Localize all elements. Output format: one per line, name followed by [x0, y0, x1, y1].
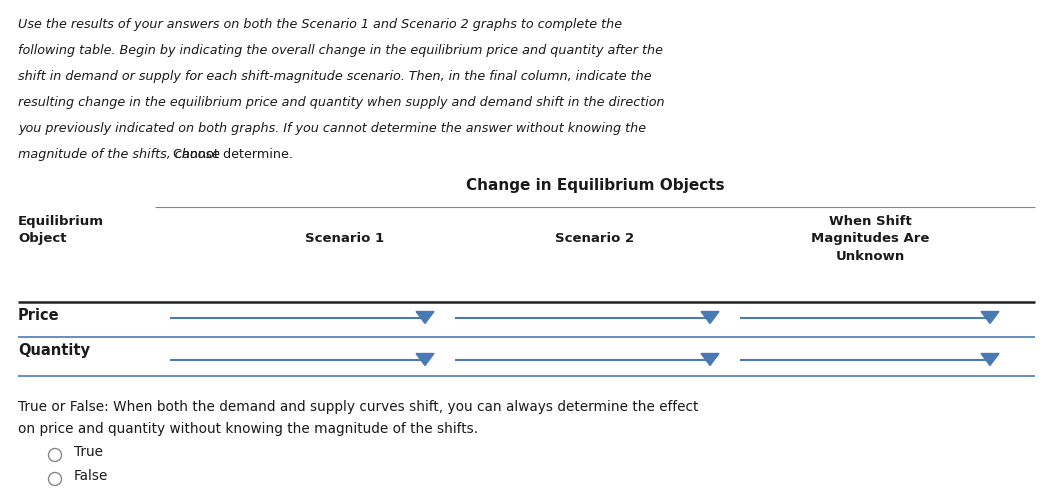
Text: Use the results of your answers on both the Scenario 1 and Scenario 2 graphs to : Use the results of your answers on both … — [18, 18, 622, 31]
Text: Quantity: Quantity — [18, 343, 90, 358]
Text: When Shift: When Shift — [828, 215, 911, 228]
Text: Price: Price — [18, 308, 60, 323]
Text: Scenario 2: Scenario 2 — [555, 233, 634, 246]
Text: on price and quantity without knowing the magnitude of the shifts.: on price and quantity without knowing th… — [18, 422, 478, 436]
Polygon shape — [981, 354, 999, 366]
Text: you previously indicated on both graphs. If you cannot determine the answer with: you previously indicated on both graphs.… — [18, 122, 646, 135]
Text: Object: Object — [18, 233, 66, 246]
Text: Unknown: Unknown — [836, 250, 905, 263]
Text: resulting change in the equilibrium price and quantity when supply and demand sh: resulting change in the equilibrium pric… — [18, 96, 665, 109]
Text: Magnitudes Are: Magnitudes Are — [811, 233, 929, 246]
Text: Cannot determine.: Cannot determine. — [173, 148, 293, 161]
Text: True: True — [74, 445, 103, 459]
Text: Equilibrium: Equilibrium — [18, 215, 104, 228]
Text: Change in Equilibrium Objects: Change in Equilibrium Objects — [466, 178, 724, 193]
Text: shift in demand or supply for each shift-magnitude scenario. Then, in the final : shift in demand or supply for each shift… — [18, 70, 652, 83]
Text: True or False: When both the demand and supply curves shift, you can always dete: True or False: When both the demand and … — [18, 400, 698, 414]
Polygon shape — [416, 354, 434, 366]
Polygon shape — [981, 312, 999, 324]
Text: magnitude of the shifts, choose: magnitude of the shifts, choose — [18, 148, 224, 161]
Polygon shape — [701, 354, 719, 366]
Polygon shape — [416, 312, 434, 324]
Text: following table. Begin by indicating the overall change in the equilibrium price: following table. Begin by indicating the… — [18, 44, 663, 57]
Text: Scenario 1: Scenario 1 — [306, 233, 384, 246]
Polygon shape — [701, 312, 719, 324]
Text: False: False — [74, 469, 108, 483]
